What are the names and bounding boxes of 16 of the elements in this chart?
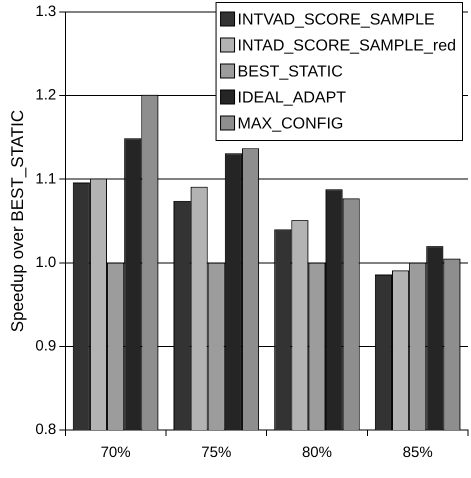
y-tick-label: 1.2	[35, 86, 56, 104]
x-tick-label: 70%	[100, 444, 131, 462]
y-tick-label: 1.1	[35, 170, 56, 188]
y-tick-label: 0.9	[35, 338, 56, 355]
x-tick-label: 85%	[402, 444, 433, 462]
y-tick-label: 1.3	[35, 3, 56, 20]
legend-label: INTVAD_SCORE_SAMPLE	[238, 11, 435, 28]
legend-label: INTAD_SCORE_SAMPLE_red	[238, 37, 456, 54]
x-tick-label: 80%	[302, 444, 332, 462]
y-tick-label: 0.8	[35, 421, 56, 438]
legend-label: MAX_CONFIG	[238, 115, 344, 132]
legend-label: BEST_STATIC	[238, 63, 343, 80]
x-tick-label: 75%	[201, 444, 232, 462]
y-axis-title: Speedup over BEST_STATIC	[8, 110, 27, 332]
legend-label: IDEAL_ADAPT	[238, 89, 346, 106]
y-tick-label: 1.0	[35, 254, 56, 271]
